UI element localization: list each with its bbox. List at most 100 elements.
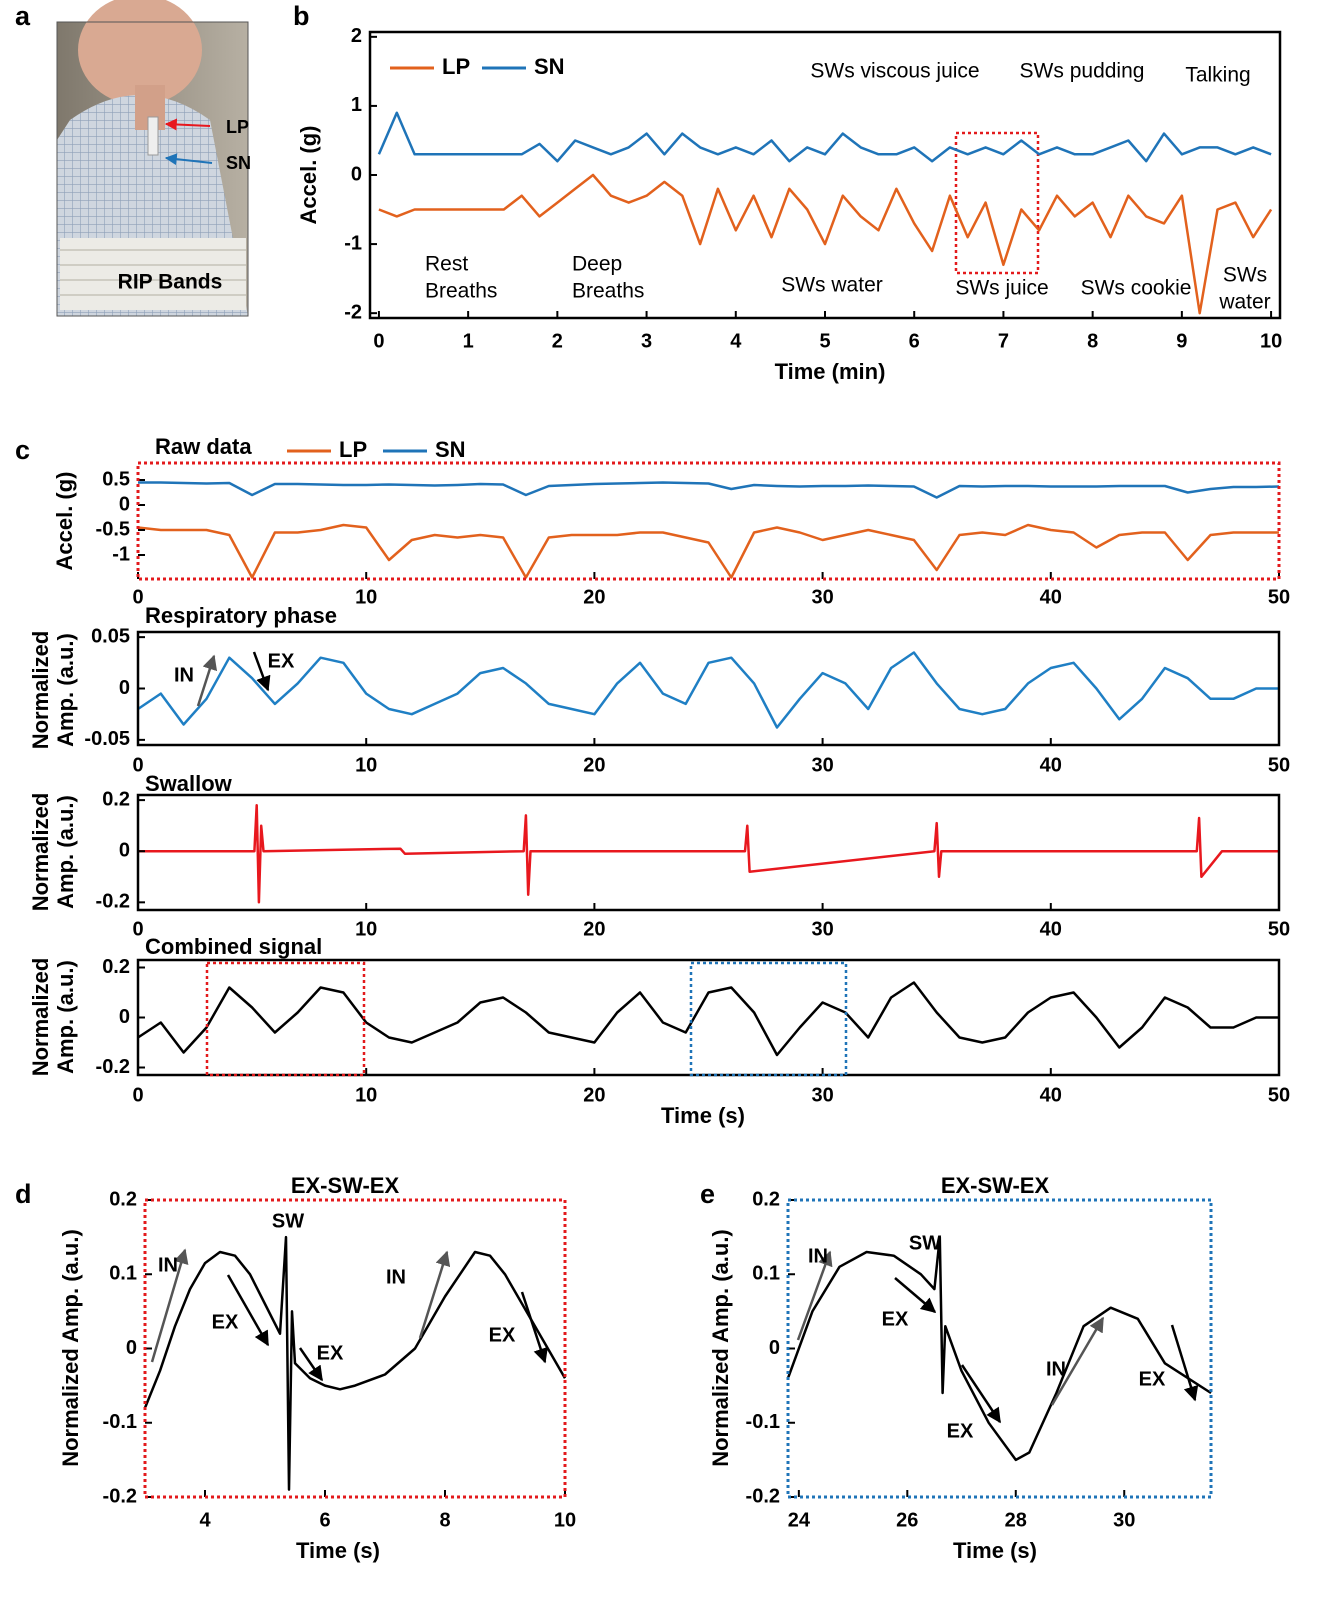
x-tick-label: 9 xyxy=(1176,330,1187,352)
x-tick-label: 6 xyxy=(909,330,920,352)
annotation: EX xyxy=(489,1324,516,1346)
legend-label: LP xyxy=(442,54,470,79)
x-tick-label: 0 xyxy=(373,330,384,352)
y-tick-label: 0.2 xyxy=(102,788,130,810)
y-tick-label: 2 xyxy=(351,25,362,47)
annotation: SW xyxy=(272,1210,304,1232)
y-axis-label: Normalized xyxy=(28,631,53,750)
annotation: SW xyxy=(909,1232,941,1254)
y-tick-label: 0.2 xyxy=(102,956,130,978)
x-tick-label: 26 xyxy=(896,1509,918,1531)
arrow xyxy=(796,1250,833,1341)
panel-label: d xyxy=(15,1179,32,1209)
x-tick-label: 28 xyxy=(1005,1509,1027,1531)
y-tick-label: 0.5 xyxy=(102,468,130,490)
x-tick-label: 10 xyxy=(1260,330,1282,352)
y-tick-label: -1 xyxy=(344,232,362,254)
arrow xyxy=(1050,1316,1105,1406)
annotation: EX xyxy=(1139,1368,1166,1390)
annotation: SWs viscous juice xyxy=(810,60,979,83)
annotation: SWs xyxy=(1223,264,1267,287)
y-tick-label: 0.05 xyxy=(91,625,130,647)
annotation: IN xyxy=(158,1254,178,1276)
y-tick-label: 0 xyxy=(769,1337,780,1359)
photo-label: LP xyxy=(226,117,249,137)
axes-frame xyxy=(368,30,1282,320)
photo-label: SN xyxy=(226,153,251,173)
arrow xyxy=(298,1347,324,1382)
x-tick-label: 10 xyxy=(554,1509,576,1531)
panel-label: e xyxy=(700,1179,715,1209)
y-tick-label: -0.2 xyxy=(746,1485,780,1507)
series-line xyxy=(137,981,1279,1057)
x-axis-label: Time (s) xyxy=(296,1538,380,1563)
axes-frame xyxy=(136,630,1281,747)
x-tick-label: 50 xyxy=(1268,754,1290,776)
x-tick-label: 20 xyxy=(583,586,605,608)
x-tick-label: 50 xyxy=(1268,918,1290,940)
annotation: IN xyxy=(174,664,194,686)
x-tick-label: 20 xyxy=(583,918,605,940)
y-axis-label: Accel. (g) xyxy=(52,471,77,570)
series-line xyxy=(138,803,1279,904)
x-tick-label: 2 xyxy=(552,330,563,352)
annotation: EX xyxy=(268,650,295,672)
highlight-box xyxy=(689,961,848,1077)
annotation: EX xyxy=(947,1420,974,1442)
arrow xyxy=(1170,1324,1199,1402)
x-tick-label: 4 xyxy=(199,1509,211,1531)
y-axis-label: Amp. (a.u.) xyxy=(53,795,78,909)
y-tick-label: 0.1 xyxy=(752,1263,780,1285)
x-tick-label: 30 xyxy=(811,754,833,776)
annotation: EX xyxy=(212,1311,239,1333)
x-tick-label: 50 xyxy=(1268,1084,1290,1106)
x-tick-label: 20 xyxy=(583,1084,605,1106)
annotation: IN xyxy=(808,1245,828,1267)
x-tick-label: 10 xyxy=(355,1084,377,1106)
axes-frame xyxy=(136,461,1281,581)
x-tick-label: 50 xyxy=(1268,586,1290,608)
x-axis-label: Time (min) xyxy=(775,359,886,384)
annotation: Talking xyxy=(1185,64,1250,87)
x-tick-label: 30 xyxy=(1113,1509,1135,1531)
x-tick-label: 3 xyxy=(641,330,652,352)
y-axis-label: Normalized xyxy=(28,793,53,912)
x-tick-label: 40 xyxy=(1040,754,1062,776)
x-tick-label: 1 xyxy=(463,330,474,352)
arrow xyxy=(150,1248,189,1363)
legend-label: SN xyxy=(534,54,565,79)
y-tick-label: -0.1 xyxy=(746,1411,780,1433)
legend-label: LP xyxy=(339,437,367,462)
axes-frame xyxy=(136,793,1281,912)
annotation: SWs juice xyxy=(955,277,1048,300)
series-line xyxy=(377,111,1272,163)
x-tick-label: 30 xyxy=(811,586,833,608)
x-tick-label: 8 xyxy=(1087,330,1098,352)
chart-title: Respiratory phase xyxy=(145,603,337,628)
series-line xyxy=(137,523,1279,579)
x-axis-label: Time (s) xyxy=(953,1538,1037,1563)
arrow xyxy=(520,1291,548,1364)
y-axis-label: Amp. (a.u.) xyxy=(53,633,78,747)
axes-frame xyxy=(136,958,1281,1077)
y-tick-label: 0 xyxy=(119,677,130,699)
y-tick-label: 0.2 xyxy=(109,1188,137,1210)
series-line xyxy=(137,651,1279,729)
x-tick-label: 24 xyxy=(788,1509,811,1531)
x-tick-label: 5 xyxy=(819,330,830,352)
annotation: SWs cookie xyxy=(1081,277,1192,300)
highlight-box xyxy=(954,131,1040,275)
arrow xyxy=(418,1250,451,1339)
annotation: water xyxy=(1218,291,1270,314)
arrow xyxy=(252,651,271,692)
y-axis-label: Normalized Amp. (a.u.) xyxy=(708,1229,733,1467)
arrow xyxy=(894,1277,937,1313)
annotation: Breaths xyxy=(425,280,497,303)
panel-label: a xyxy=(15,1,31,31)
x-tick-label: 0 xyxy=(132,918,143,940)
chart-title: EX-SW-EX xyxy=(941,1173,1050,1198)
y-tick-label: -0.5 xyxy=(96,518,130,540)
chart-title: EX-SW-EX xyxy=(291,1173,400,1198)
series-line xyxy=(138,481,1280,499)
